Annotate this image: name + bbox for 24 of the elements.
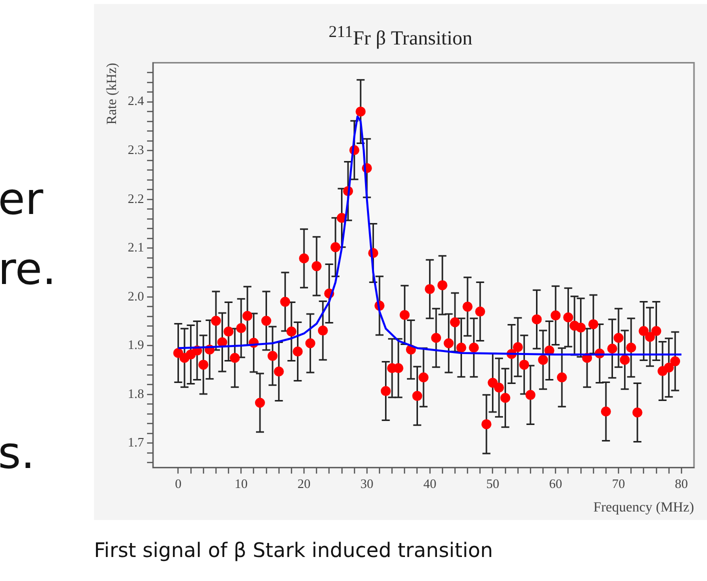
- x-tick-label: 20: [298, 476, 311, 491]
- x-tick-label: 80: [674, 476, 688, 491]
- x-tick-label: 40: [423, 476, 436, 491]
- y-tick-label: 1.7: [128, 434, 145, 450]
- y-tick-label: 1.8: [128, 386, 144, 401]
- text: re.: [0, 244, 56, 295]
- text: First signal of β Stark induced transition: [94, 538, 493, 562]
- y-axis-title: Rate (kHz): [105, 62, 120, 125]
- x-tick-label: 70: [612, 476, 626, 491]
- y-tick-label: 2.2: [128, 190, 144, 206]
- text: s.: [0, 428, 35, 479]
- y-tick-label: 2.3: [128, 142, 144, 158]
- chart-title: $^{211}$Fr β Transition: [328, 22, 474, 51]
- x-tick-label: 10: [234, 476, 248, 491]
- x-tick-label: 0: [174, 476, 182, 491]
- text: er: [0, 174, 44, 225]
- x-tick-label: 60: [549, 476, 562, 491]
- x-tick-label: 30: [360, 476, 374, 491]
- x-tick-label: 50: [486, 476, 500, 491]
- x-axis-title: Frequency (MHz): [593, 500, 694, 516]
- y-tick-label: 2.4: [128, 93, 145, 108]
- y-tick-label: 1.9: [128, 337, 144, 352]
- y-tick-label: 2.0: [128, 288, 144, 304]
- y-tick-label: 2.1: [128, 240, 144, 255]
